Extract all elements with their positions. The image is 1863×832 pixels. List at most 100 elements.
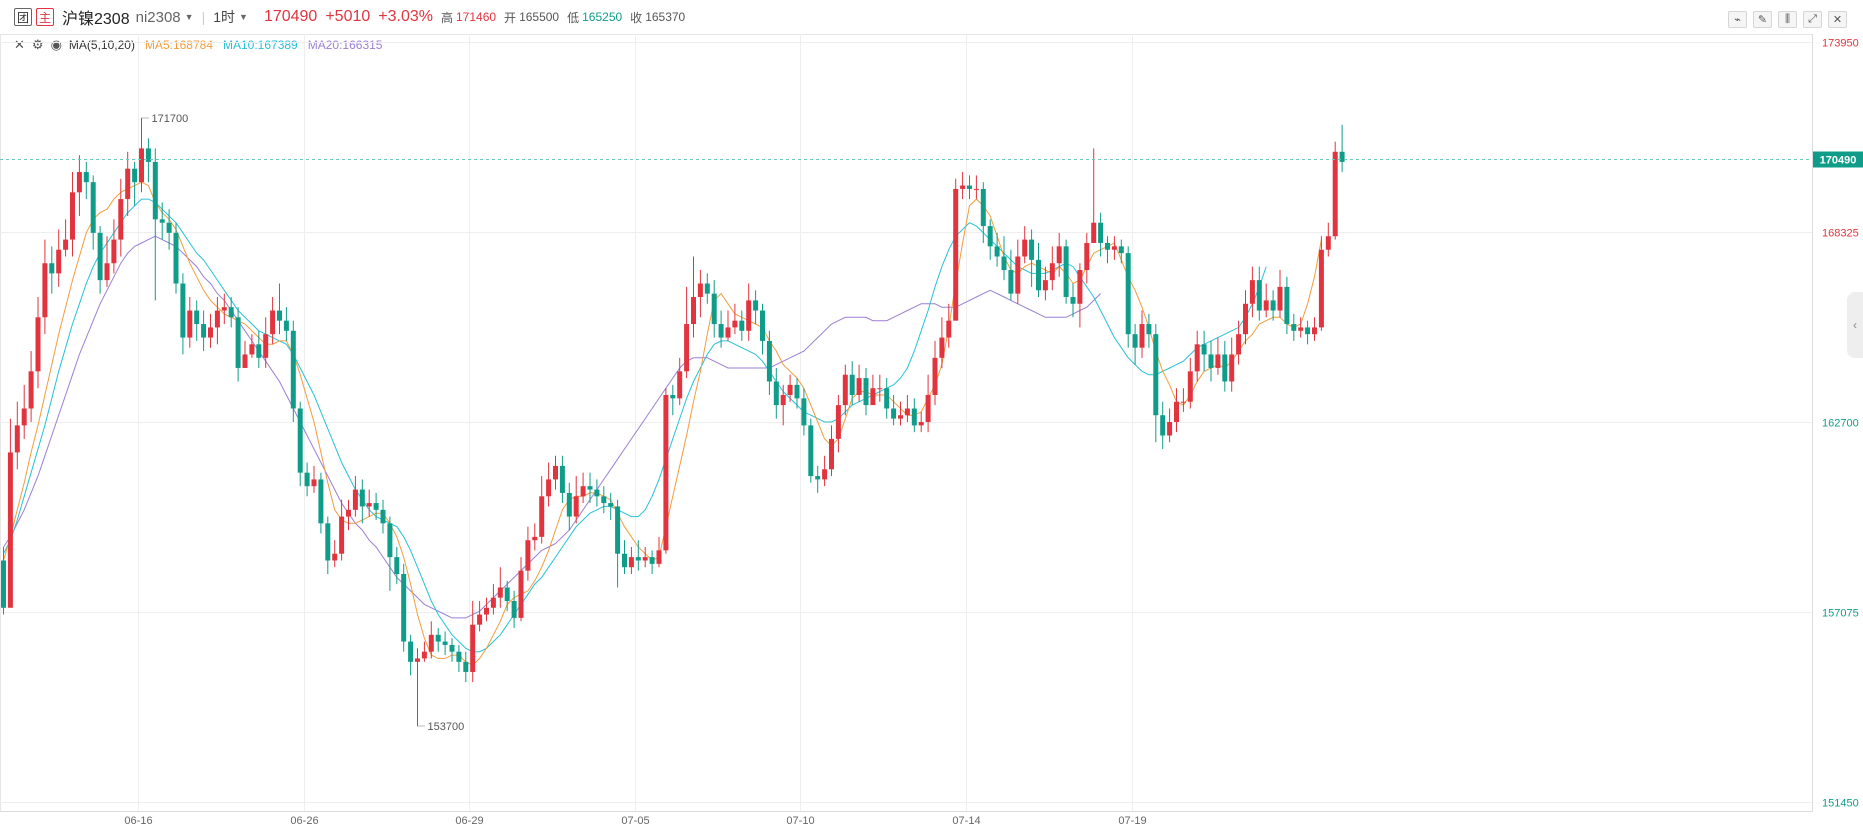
candle-body — [428, 634, 434, 652]
expand-icon[interactable]: ⤢ — [1803, 11, 1822, 28]
remove-indicator-icon[interactable]: ✕ — [14, 37, 25, 52]
ma20-line — [3, 235, 1101, 619]
candle-body — [518, 570, 524, 618]
candle-body — [1111, 246, 1117, 250]
candle-body — [1215, 354, 1221, 368]
current-price-tag — [1813, 151, 1863, 168]
period-dropdown-icon[interactable]: ▼ — [239, 12, 248, 22]
candle-body — [532, 536, 538, 541]
candle-body — [773, 381, 779, 406]
candle-body — [815, 476, 821, 480]
instrument-code[interactable]: ni2308 — [135, 8, 181, 26]
candle-body — [83, 172, 89, 183]
candle-body — [394, 557, 400, 574]
candle-body — [208, 327, 213, 338]
candle-body — [1063, 246, 1069, 298]
close-icon[interactable]: ✕ — [1828, 11, 1847, 28]
candle-body — [352, 489, 358, 510]
candle-body — [442, 641, 448, 645]
y-tick-label: 173950 — [1822, 38, 1859, 50]
candle-body — [7, 452, 13, 608]
close-label: 收 — [630, 10, 643, 25]
candle-body — [953, 188, 959, 321]
candle-body — [435, 634, 441, 642]
collapse-panel-handle[interactable]: ‹ — [1847, 292, 1863, 358]
candle-body — [249, 344, 255, 355]
candle-body — [490, 597, 496, 608]
candle-body — [704, 283, 710, 294]
candle-body — [173, 232, 179, 284]
candle-body — [1015, 256, 1021, 294]
instrument-name[interactable]: 沪镍2308 — [62, 11, 130, 28]
candle-body — [1305, 327, 1311, 335]
candle-body — [1229, 354, 1235, 382]
candle-body — [76, 172, 82, 193]
candle-body — [559, 465, 565, 493]
candle-body — [408, 641, 414, 662]
candle-body — [221, 307, 227, 311]
pen-icon[interactable]: ✎ — [1753, 11, 1772, 28]
candle-body — [1201, 344, 1207, 355]
candle-body — [546, 479, 552, 497]
candle-body — [21, 408, 27, 426]
candle-body — [104, 263, 110, 281]
candle-body — [525, 540, 531, 571]
candle-body — [1056, 246, 1062, 264]
candle-body — [601, 496, 607, 504]
candle-body — [697, 283, 703, 298]
candle-body — [822, 469, 828, 480]
main-contract-badge[interactable]: 主 — [36, 8, 54, 26]
candle-body — [187, 310, 193, 338]
candle-body — [311, 479, 317, 487]
candle-body — [1339, 151, 1345, 162]
candle-body — [1325, 236, 1331, 250]
period-selector[interactable]: 1时 — [213, 9, 236, 25]
current-price-label: 170490 — [1820, 155, 1857, 167]
candle-body — [1256, 280, 1262, 311]
settings-icon[interactable]: ⚙ — [31, 37, 44, 52]
y-tick-label: 151450 — [1822, 798, 1859, 810]
candle-body — [456, 651, 462, 662]
candle-body — [1180, 401, 1186, 403]
line-chart-icon[interactable]: ⌁ — [1728, 11, 1747, 28]
candle-body — [870, 388, 876, 406]
instrument-dropdown-icon[interactable]: ▼ — [184, 12, 194, 22]
candle-body — [877, 388, 883, 390]
candle-body — [1208, 354, 1214, 368]
candle-body — [573, 496, 579, 517]
candle-body — [1022, 239, 1028, 257]
candle-body — [1049, 263, 1055, 281]
candle-body — [56, 249, 62, 274]
ma20-value: MA20:166315 — [307, 38, 383, 52]
candle-body — [884, 388, 890, 409]
candle-body — [70, 192, 75, 240]
candle-body — [484, 607, 489, 615]
candle-body — [835, 405, 841, 439]
candle-body — [1139, 324, 1145, 348]
candle-body — [1105, 242, 1110, 250]
candle-body — [1194, 344, 1200, 372]
candle-body — [477, 614, 483, 625]
candle-type-icon[interactable]: ⫼ — [1778, 11, 1797, 28]
candle-body — [111, 239, 117, 264]
candle-body — [325, 523, 331, 561]
candle-body — [263, 334, 269, 358]
group-badge[interactable]: 团 — [14, 8, 32, 26]
high-value: 171460 — [456, 10, 497, 24]
ma10-line — [3, 198, 1267, 653]
candle-body — [539, 496, 545, 537]
candle-body — [1298, 327, 1304, 331]
candle-body — [553, 465, 558, 480]
candle-body — [973, 188, 979, 190]
candle-body — [380, 509, 386, 524]
candle-body — [1077, 270, 1083, 304]
candle-body — [1174, 401, 1179, 422]
candle-body — [290, 330, 296, 409]
candle-body — [1036, 259, 1041, 291]
candle-body — [339, 516, 345, 554]
candle-body — [470, 624, 476, 672]
x-tick-label: 07-19 — [1118, 815, 1146, 827]
candle-body — [1091, 222, 1097, 243]
visibility-icon[interactable]: ◉ — [50, 37, 62, 52]
